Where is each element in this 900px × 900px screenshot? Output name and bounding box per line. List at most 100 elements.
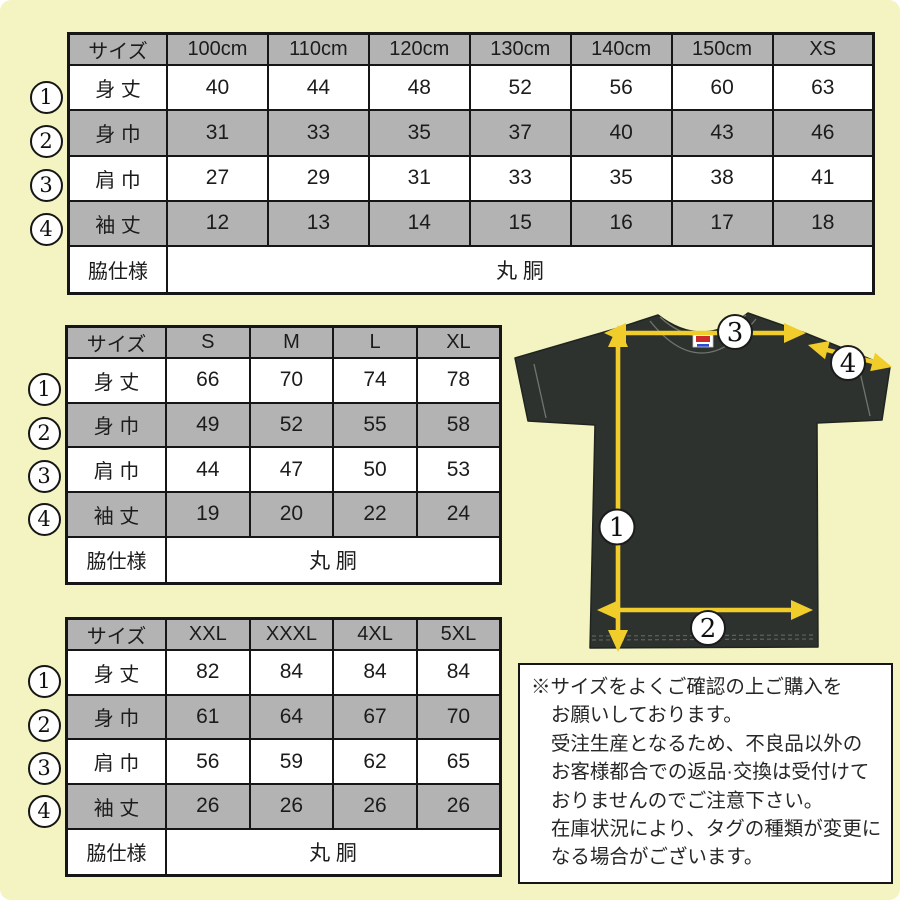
row-label: 袖 丈 [65,490,167,538]
row-marker: 1 [23,660,65,703]
measure-value: 43 [670,109,774,157]
measure-value: 56 [165,738,251,785]
measure-row: 肩 巾 44 47 50 53 [65,446,502,493]
side-spec-value: 丸 胴 [165,827,502,877]
measure-value: 61 [165,693,251,741]
measure-value: 12 [166,199,269,248]
side-spec-value: 丸 胴 [165,535,502,585]
measure-value: 40 [166,63,269,112]
header-row: サイズ XXL XXXL 4XL 5XL [65,617,502,651]
measure-row: 肩 巾 27 29 31 33 35 38 41 [67,154,875,202]
measure-value: 48 [367,63,471,112]
purchase-note: ※サイズをよくご確認の上ご購入をお願いしております。受注生産となるため、不良品以… [518,663,893,884]
note-line: おりませんのでご注意下さい。 [550,789,824,812]
measure-value: 52 [248,401,335,449]
row-label: 脇仕様 [65,827,167,877]
row-marker: 1 [23,368,65,411]
row-marker: 3 [25,163,67,207]
column-header: XS [771,32,875,66]
row-marker: 2 [25,120,67,164]
row-marker: 4 [23,790,65,833]
kids-size-table: サイズ 100cm 110cm 120cm 130cm 140cm 150cm XS 身 丈 40… [67,32,875,295]
measure-value: 26 [332,782,418,830]
row-label: 身 巾 [65,693,167,741]
measure-value: 52 [468,63,572,112]
note-line: ※サイズをよくご確認の上ご購入を [531,676,843,698]
circled-number: 2 [29,124,63,158]
measure-value: 26 [248,782,335,830]
measure-value: 63 [771,63,875,112]
measure-value: 56 [569,63,673,112]
circled-number: 4 [27,795,61,829]
row-marker-column: 1 2 3 4 [23,617,65,833]
circled-number: 4 [29,212,63,246]
shoulder-width-arrow [604,323,806,343]
column-header: 5XL [415,617,502,651]
measure-value: 65 [415,738,502,785]
note-line: お願いしております。 [550,704,743,727]
column-header: 110cm [266,32,370,66]
column-header: 140cm [569,32,673,66]
measure-row: 身 丈 66 70 74 78 [65,357,502,404]
measure-value: 78 [415,357,502,404]
measure-value: 60 [670,63,774,112]
row-marker: 2 [23,412,65,455]
header-row: サイズ 100cm 110cm 120cm 130cm 140cm 150cm XS [67,32,875,66]
measure-value: 84 [248,649,335,696]
measure-row: 袖 丈 19 20 22 24 [65,490,502,538]
measure-value: 26 [415,782,502,830]
measure-value: 70 [248,357,335,404]
measure-row: 袖 丈 26 26 26 26 [65,782,502,830]
circled-number: 3 [29,168,63,202]
svg-text:3: 3 [727,318,744,348]
column-header: XXXL [248,617,335,651]
circled-number: 2 [27,708,61,742]
adult-s-xl-table: サイズ S M L XL 身 丈 66 70 74 78 身 巾 49 52 55 58 肩 巾 44 47 50 5… [65,325,502,585]
measure-value: 64 [248,693,335,741]
measure-value: 44 [165,446,251,493]
measure-value: 37 [468,109,572,157]
column-header: 150cm [670,32,774,66]
measure-row: 肩 巾 56 59 62 65 [65,738,502,785]
measure-value: 55 [332,401,418,449]
measure-value: 24 [415,490,502,538]
row-label: 身 丈 [67,63,168,112]
measure-value: 46 [771,109,875,157]
measure-value: 18 [771,199,875,248]
measure-value: 74 [332,357,418,404]
measure-value: 35 [367,109,471,157]
measure-value: 19 [165,490,251,538]
diagram-marker-3: 3 [717,314,753,350]
measure-row: 身 巾 31 33 35 37 40 43 46 [67,109,875,157]
row-marker: 4 [25,207,67,251]
row-label: 肩 巾 [65,738,167,785]
sleeve-stitch-left [533,363,547,419]
side-spec-row: 脇仕様丸 胴 [65,827,502,877]
header-row: サイズ S M L XL [65,325,502,359]
measure-value: 50 [332,446,418,493]
column-header: サイズ [65,617,167,651]
svg-text:2: 2 [700,614,717,644]
circled-number: 3 [27,460,61,494]
row-label: 身 丈 [65,357,167,404]
row-marker-column: 1 2 3 4 [25,32,67,251]
note-line: 受注生産となるため、不良品以外の [550,732,863,755]
measure-value: 49 [165,401,251,449]
circled-number: 4 [27,503,61,537]
column-header: XXL [165,617,251,651]
row-label: 袖 丈 [65,782,167,830]
diagram-marker-4: 4 [830,345,866,381]
measure-value: 84 [415,649,502,696]
row-label: 脇仕様 [65,535,167,585]
row-label: 肩 巾 [67,154,168,202]
circled-number: 1 [27,665,61,699]
row-label: 袖 丈 [67,199,168,248]
note-line: 在庫状況により、タグの種類が変更に [550,818,882,841]
row-label: 脇仕様 [67,245,168,295]
row-label: 身 丈 [65,649,167,696]
measure-value: 20 [248,490,335,538]
body-width-arrow [597,600,813,620]
measure-value: 17 [670,199,774,248]
